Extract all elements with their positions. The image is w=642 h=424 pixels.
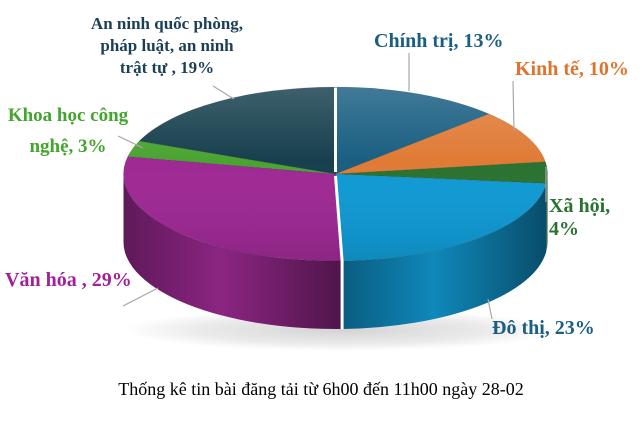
pie-shadow — [124, 309, 560, 351]
slice-label-khoa-hoc-cong-nghe: Khoa học công nghệ, 3% — [7, 105, 129, 157]
leader-line-do-thi — [487, 298, 493, 320]
slice-label-van-hoa: Văn hóa , 29% — [5, 269, 132, 291]
leader-line-van-hoa — [122, 287, 159, 307]
slice-label-kinh-te: Kinh tế, 10% — [515, 58, 629, 80]
slice-label-xa-hoi: Xã hội, 4% — [549, 195, 611, 240]
separator-bottom — [334, 175, 344, 329]
leader-line-kinh-te — [512, 80, 515, 132]
leader-line-an-ninh — [212, 85, 235, 100]
slice-label-an-ninh: An ninh quốc phòng, pháp luật, an ninh t… — [90, 14, 244, 77]
slice-label-do-thi: Đô thị, 23% — [492, 317, 595, 339]
chart-caption: Thống kê tin bài đăng tải từ 6h00 đến 11… — [118, 379, 524, 399]
leader-line-khcn — [117, 135, 144, 149]
slice-label-chinh-tri: Chính trị, 13% — [374, 30, 504, 52]
